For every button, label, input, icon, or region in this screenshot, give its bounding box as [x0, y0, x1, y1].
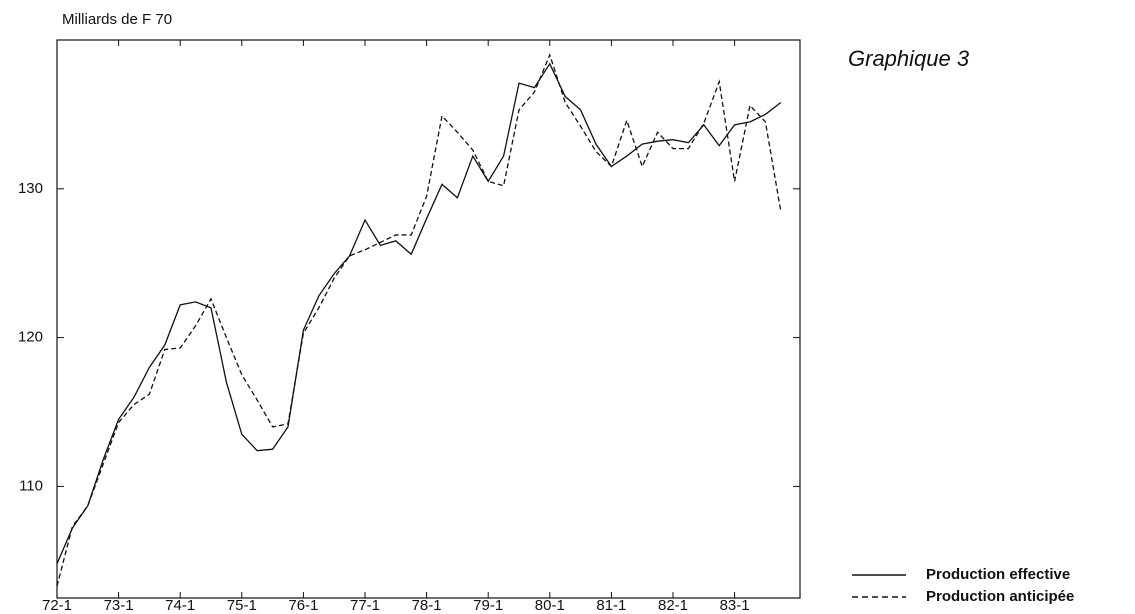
y-tick-label: 130	[18, 180, 43, 197]
x-tick-label: 75-1	[227, 597, 257, 614]
x-tick-label: 78-1	[412, 597, 442, 614]
x-tick-label: 72-1	[42, 597, 72, 614]
legend-label: Production effective	[926, 566, 1070, 583]
series-line	[56, 52, 782, 587]
legend-label: Production anticipée	[926, 588, 1074, 605]
y-axis-label: Milliards de F 70	[62, 11, 172, 28]
x-tick-label: 77-1	[350, 597, 380, 614]
y-tick-label: 120	[18, 329, 43, 346]
x-tick-label: 76-1	[288, 597, 318, 614]
x-tick-label: 82-1	[658, 597, 688, 614]
x-tick-label: 81-1	[596, 597, 626, 614]
chart-title: Graphique 3	[848, 46, 970, 71]
y-tick-label: 110	[19, 477, 43, 494]
plot-frame	[56, 39, 801, 599]
series-line	[56, 62, 782, 565]
x-tick-label: 73-1	[104, 597, 134, 614]
x-tick-label: 79-1	[473, 597, 503, 614]
x-tick-label: 83-1	[720, 597, 750, 614]
x-tick-label: 74-1	[165, 597, 195, 614]
x-tick-label: 80-1	[535, 597, 565, 614]
